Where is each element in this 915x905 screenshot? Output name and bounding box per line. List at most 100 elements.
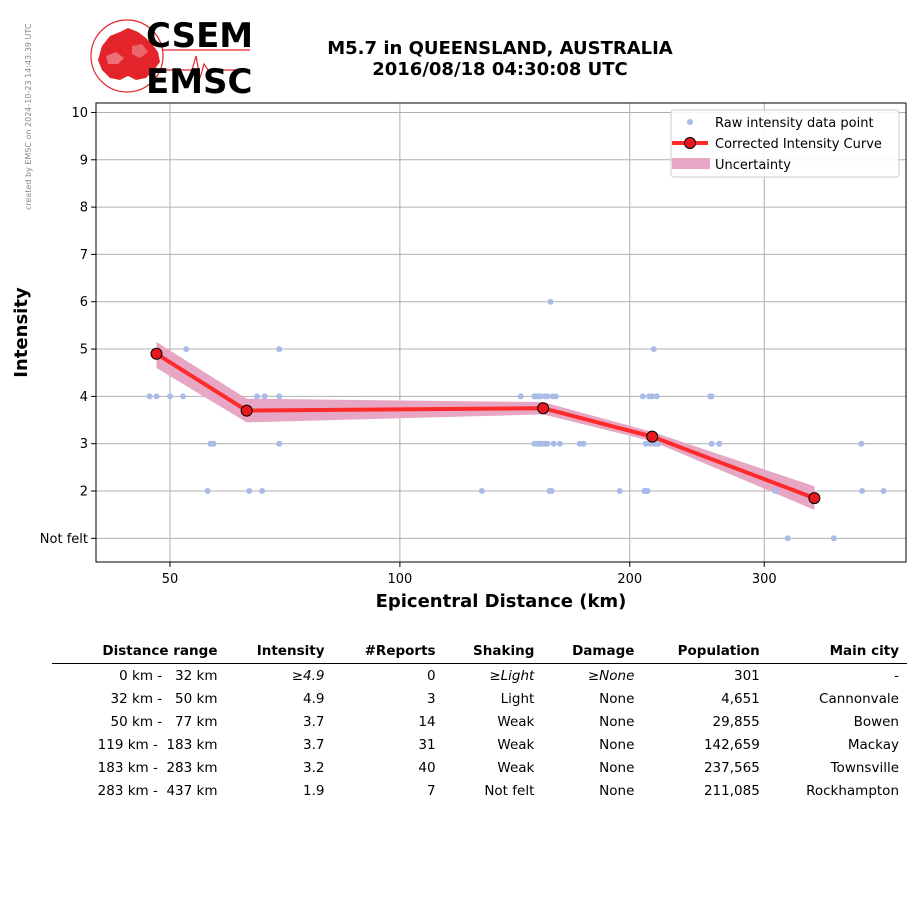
raw-data-point [204,488,211,494]
legend-raw-marker [687,119,693,125]
legend-curve-label: Corrected Intensity Curve [715,137,882,152]
table-cell: 40 [418,760,436,776]
y-tick-label: 5 [80,343,88,358]
intensity-table: Distance range Intensity #Reports Shaking Da… [52,640,907,802]
table-cell: 3.7 [303,714,325,730]
raw-data-point [210,440,217,447]
table-cell: 0 km - 32 km [110,668,218,684]
intensity-chart: 50 100 200 300 Not felt 2 3 4 5 6 7 8 9 10 Epicentral … [11,102,907,612]
emsc-logo: CSEM EMSC [88,16,256,102]
table-header-cell: Population [642,640,768,664]
curve-marker [646,430,659,443]
legend-raw-label: Raw intensity data point [715,116,874,131]
table-cell: Weak [497,714,535,730]
raw-data-point [642,440,649,447]
table-header-cell: Intensity [225,640,333,664]
y-tick-label: Not felt [40,532,88,547]
plot-frame [95,102,907,563]
table-header-cell: Main city [767,640,907,664]
raw-data-point [478,488,485,494]
table-cell: Weak [497,737,535,753]
chart-title: M5.7 in QUEENSLAND, AUSTRALIA 2016/08/18… [300,38,700,80]
x-tick-label: 200 [617,572,642,587]
y-tick-label: 3 [80,437,88,452]
table-cell: None [599,691,635,707]
raw-data-point [276,393,283,400]
table-cell: Light [500,691,535,707]
raw-data-point [639,393,646,400]
table-cell: ≥None [587,668,635,684]
raw-data-point [653,393,660,400]
y-tick-label: 6 [80,295,88,310]
y-tick-label: 4 [80,390,88,405]
raw-data-point [254,393,260,400]
table-cell: None [599,737,635,753]
table-cell: Townsville [830,760,899,776]
raw-data-point [544,440,551,447]
raw-data-point [261,393,268,400]
raw-data-point [517,393,524,400]
table-row: 0 km - 32 km ≥4.9 0 ≥Light ≥None 301 - [52,664,907,688]
table-cell: 3 [426,691,436,707]
raw-data-point [547,298,554,305]
raw-data-point [708,393,715,400]
table-cell: ≥4.9 [291,668,325,684]
curve-marker [537,402,550,415]
table-cell: 29,855 [712,714,760,730]
table-cell: 119 km - 183 km [97,737,218,753]
raw-data-point [167,393,173,400]
table-cell: Weak [497,760,535,776]
chart-title-line2: 2016/08/18 04:30:08 UTC [372,59,628,80]
table-cell: - [894,668,899,684]
legend-uncertainty-label: Uncertainty [715,158,791,173]
raw-data-point [276,440,283,447]
raw-data-point [655,440,662,447]
table-header-row: Distance range Intensity #Reports Shaking Da… [52,640,907,664]
table-cell: None [599,714,635,730]
legend-box [670,109,900,178]
raw-data-point [858,440,865,447]
raw-data-point [183,346,190,353]
table-cell: 4,651 [721,691,760,707]
x-tick-label: 50 [162,572,179,587]
raw-data-point [276,346,283,353]
table-cell: 3.7 [303,737,325,753]
table-cell: Not felt [484,783,535,799]
table-cell: 4.9 [303,691,325,707]
table-cell: Bowen [853,714,899,730]
table-cell: 301 [734,668,760,684]
table-cell: 183 km - 283 km [97,760,218,776]
x-tick-label: 100 [387,572,412,587]
y-tick-label: 10 [71,106,88,121]
curve-marker [808,492,821,505]
y-tick-label: 7 [80,248,88,263]
y-tick-label: 2 [80,485,88,500]
raw-data-point [146,393,153,400]
table-cell: 31 [418,737,436,753]
table-body: 0 km - 32 km ≥4.9 0 ≥Light ≥None 301 - 32 km -… [52,664,907,803]
table-cell: Mackay [847,737,899,753]
table-row: 283 km - 437 km 1.9 7 Not felt None 211,085 Ro… [52,779,907,802]
raw-data-point [650,346,657,353]
table-cell: 142,659 [703,737,760,753]
y-tick-label: 8 [80,201,88,216]
raw-data-point [649,393,656,400]
x-tick-label: 300 [752,572,777,587]
raw-data-point [880,488,887,494]
table-header-cell: Shaking [443,640,543,664]
raw-data-point [784,535,791,542]
raw-data-point [859,488,866,494]
emsc-logo-graphic: CSEM EMSC [90,16,253,102]
logo-emsc-text: EMSC [146,62,253,100]
curve-marker [150,347,163,360]
raw-data-point [153,393,160,400]
table-cell: ≥Light [489,668,535,684]
table-row: 119 km - 183 km 3.7 31 Weak None 142,659 Macka… [52,733,907,756]
table-row: 183 km - 283 km 3.2 40 Weak None 237,565 Towns… [52,756,907,779]
table-cell: 211,085 [703,783,760,799]
raw-data-point [180,393,186,400]
raw-data-point [644,488,651,494]
legend-curve-marker [684,137,696,149]
raw-data-point [708,440,715,447]
logo-csem-text: CSEM [146,16,253,56]
